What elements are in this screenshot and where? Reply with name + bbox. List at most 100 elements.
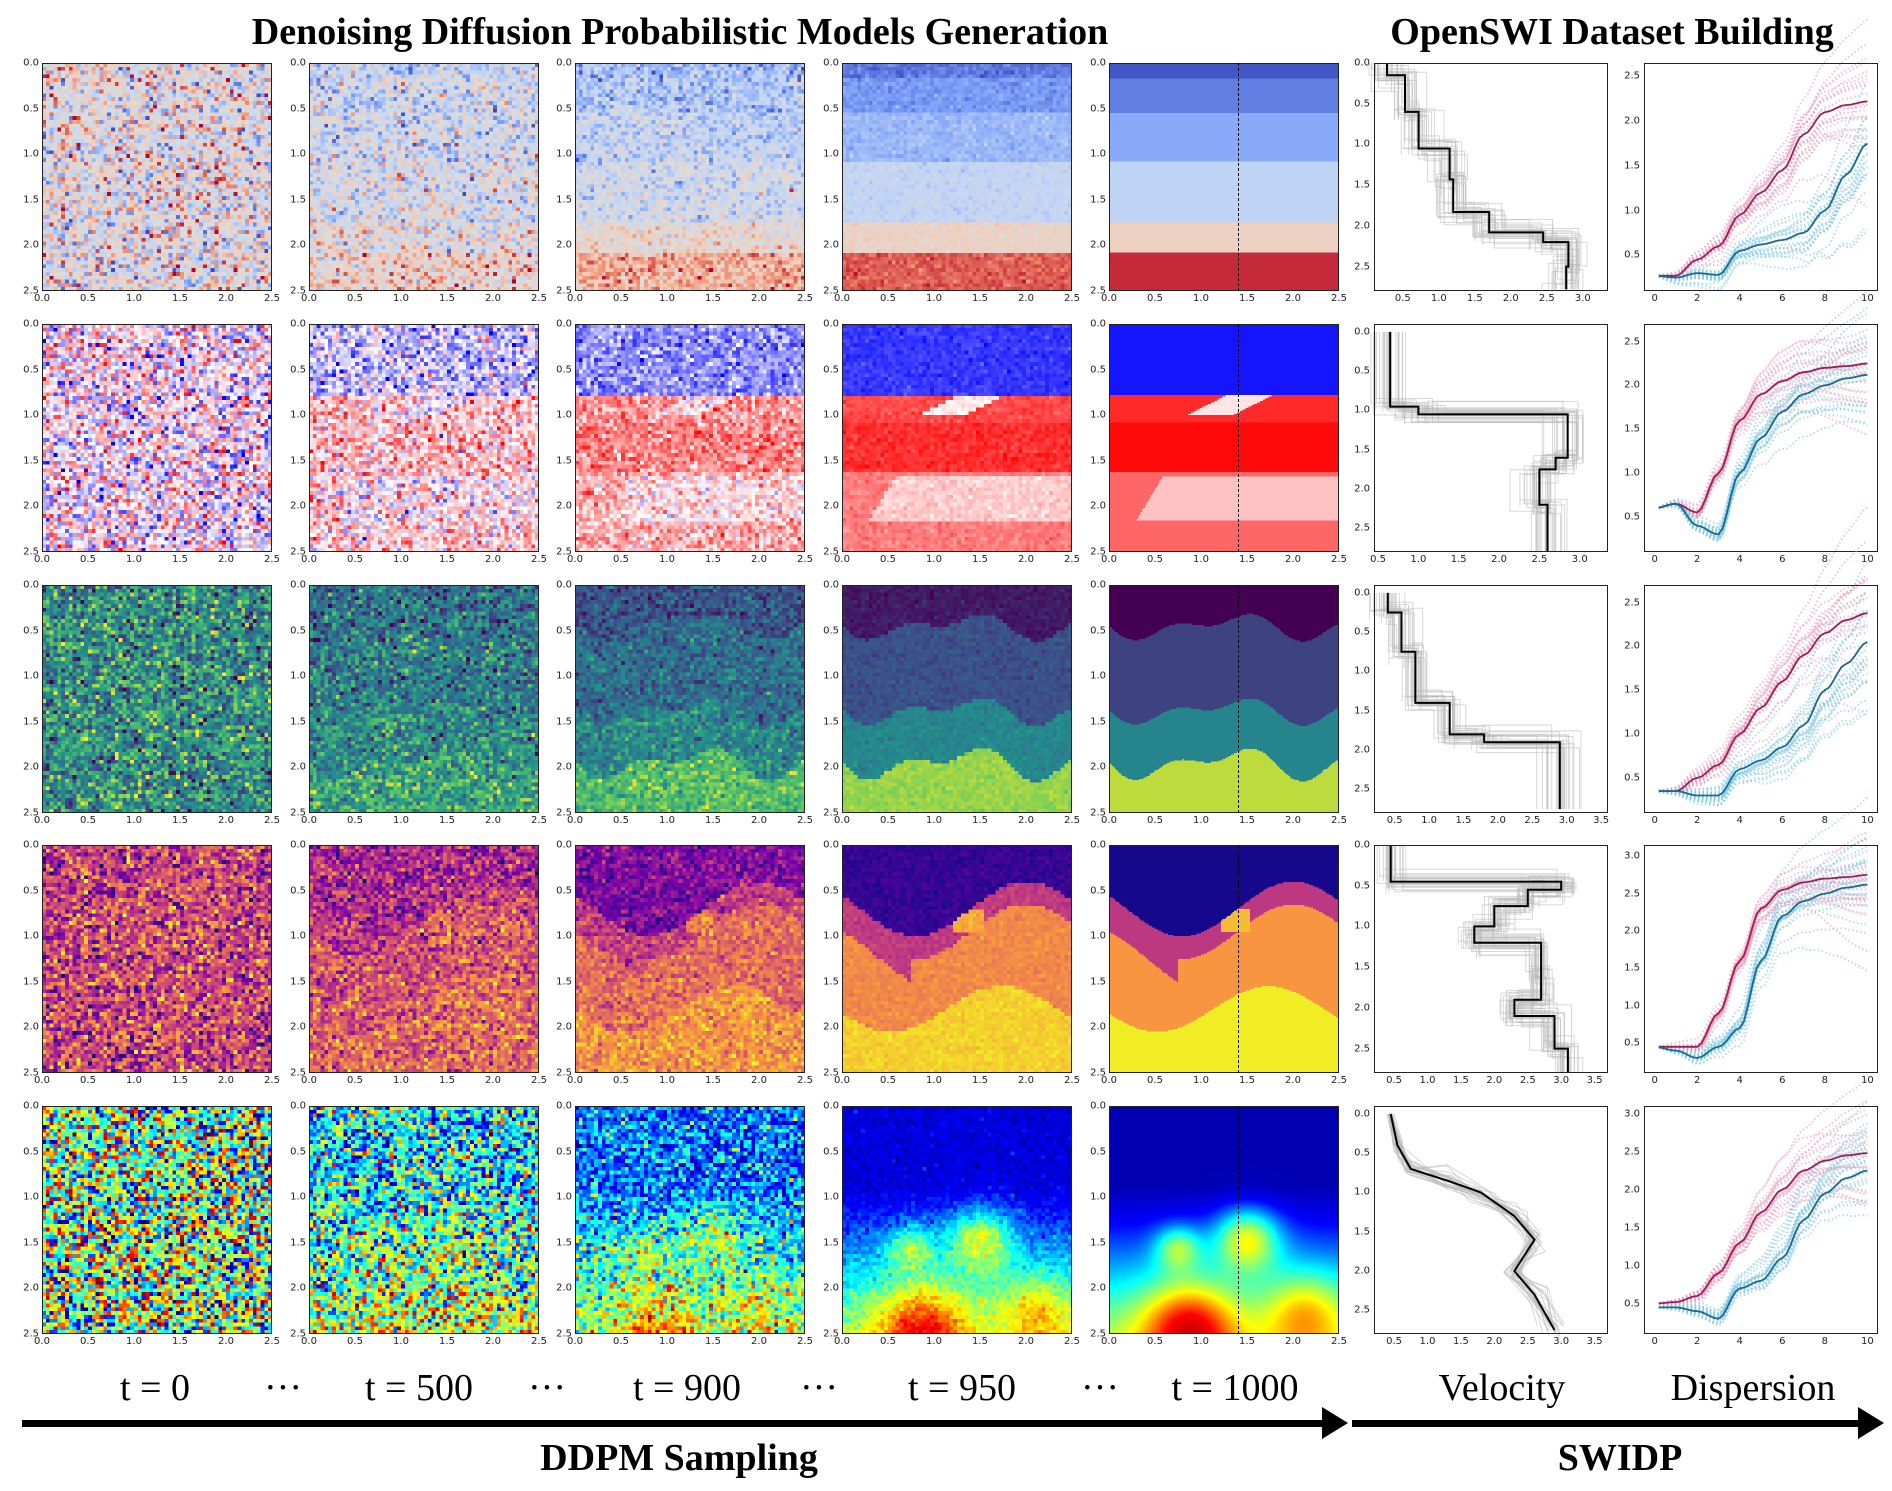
x-tick-label: 0.5 <box>613 815 629 826</box>
heatmap-frame <box>842 845 1072 1073</box>
perturbed-velocity-profile <box>1383 592 1561 810</box>
x-tick-label: 0.5 <box>80 293 96 304</box>
y-tick-label: 2.0 <box>1090 239 1106 251</box>
x-tick-label: 0.5 <box>880 554 896 565</box>
velocity-frame <box>1374 1106 1608 1334</box>
heatmap-row4-t3: 0.0 0.0 0.5 0.5 1.0 1.0 1.5 1.5 2.0 2.0 2.5 2.5 <box>823 840 1080 1087</box>
heatmap-frame <box>42 1106 272 1334</box>
y-tick-label: 1.0 <box>1354 665 1370 677</box>
blue-dispersion-sample <box>1658 845 1868 1057</box>
y-tick-label: 1.0 <box>23 409 39 421</box>
x-tick-label: 0.5 <box>1394 293 1411 304</box>
x-tick-label: 10 <box>1860 554 1874 565</box>
y-tick-label: 0.5 <box>1624 1037 1640 1049</box>
x-tick-label: 2.0 <box>218 293 234 304</box>
x-tick-label: 3.5 <box>1586 1336 1603 1347</box>
swidp-label: SWIDP <box>1557 1437 1683 1479</box>
blue-dispersion-sample <box>1658 623 1868 796</box>
x-tick-label: 1.0 <box>659 293 675 304</box>
y-tick-label: 1.5 <box>23 716 39 728</box>
reference-velocity-profile <box>1386 63 1570 290</box>
x-tick-label: 2.0 <box>1285 1075 1301 1086</box>
x-tick-label: 0.0 <box>834 293 850 304</box>
perturbed-velocity-profile <box>1402 845 1563 1073</box>
dispersion-column-label: Dispersion <box>1670 1367 1836 1409</box>
blue-dispersion-sample <box>1658 1167 1868 1318</box>
pink-dispersion-sample <box>1658 625 1868 793</box>
velocity-frame <box>1374 324 1608 552</box>
y-tick-label: 1.5 <box>823 194 839 206</box>
y-tick-label: 1.5 <box>23 976 39 988</box>
heatmap-row5-t3: 0.0 0.0 0.5 0.5 1.0 1.0 1.5 1.5 2.0 2.0 2.5 2.5 <box>823 1101 1080 1348</box>
y-tick-label: 1.0 <box>290 1191 306 1203</box>
blue-dispersion-sample <box>1658 232 1868 292</box>
x-tick-label: 1.0 <box>126 815 142 826</box>
y-tick-label: 0.0 <box>23 579 39 591</box>
x-tick-label: 2.0 <box>485 1075 501 1086</box>
y-tick-label: 1.0 <box>23 930 39 942</box>
perturbed-velocity-profile <box>1371 63 1564 290</box>
heatmap-row3-t2: 0.0 0.0 0.5 0.5 1.0 1.0 1.5 1.5 2.0 2.0 2.5 2.5 <box>556 580 813 827</box>
y-tick-label: 1.0 <box>823 409 839 421</box>
perturbed-velocity-profile <box>1386 845 1579 1073</box>
heatmap-frame <box>42 63 272 291</box>
x-tick-label: 0.0 <box>1101 1075 1117 1086</box>
y-tick-label: 0.0 <box>1090 57 1106 69</box>
x-tick-label: 2.5 <box>531 1336 547 1347</box>
x-tick-label: 0.5 <box>613 1336 629 1347</box>
perturbed-velocity-profile <box>1389 1113 1556 1326</box>
velocity-plot-row3: 0.0 0.5 1.0 1.5 2.0 2.5 0.5 1.0 1.5 2.0 2.5 3.0 3.5 <box>1354 585 1609 826</box>
heatmap-row3-t3: 0.0 0.0 0.5 0.5 1.0 1.0 1.5 1.5 2.0 2.0 2.5 2.5 <box>823 580 1080 827</box>
x-tick-label: 1.5 <box>439 1336 455 1347</box>
pink-dispersion-sample <box>1658 60 1868 277</box>
y-tick-label: 1.0 <box>1090 409 1106 421</box>
y-tick-label: 0.5 <box>1090 364 1106 376</box>
y-tick-label: 1.5 <box>1354 179 1370 191</box>
x-tick-label: 0.0 <box>34 1075 50 1086</box>
y-tick-label: 1.5 <box>1624 160 1640 172</box>
y-tick-label: 0.5 <box>23 625 39 637</box>
dispersion-svg <box>1658 796 1869 1066</box>
y-tick-label: 1.5 <box>23 455 39 467</box>
heatmap-row4-t1: 0.0 0.0 0.5 0.5 1.0 1.0 1.5 1.5 2.0 2.0 2.5 2.5 <box>290 840 547 1087</box>
y-tick-label: 1.0 <box>1354 404 1370 416</box>
blue-dispersion-sample <box>1658 408 1868 541</box>
x-tick-label: 1.0 <box>659 815 675 826</box>
x-tick-label: 1.5 <box>705 1336 721 1347</box>
y-tick-label: 0.5 <box>290 1146 306 1158</box>
blue-dispersion-reference-curve <box>1658 374 1868 536</box>
x-tick-label: 0.5 <box>1147 1336 1163 1347</box>
y-tick-label: 0.5 <box>1090 885 1106 897</box>
x-tick-label: 1.0 <box>1193 293 1209 304</box>
y-tick-label: 1.5 <box>290 455 306 467</box>
y-tick-label: 2.0 <box>290 1282 306 1294</box>
blue-dispersion-sample <box>1658 1154 1868 1318</box>
blue-dispersion-sample <box>1658 610 1869 796</box>
y-tick-label: 0.0 <box>823 318 839 330</box>
swidp-arrow-shaft <box>1352 1420 1866 1427</box>
y-tick-label: 2.5 <box>1354 261 1370 273</box>
x-tick-label: 0.5 <box>613 554 629 565</box>
y-tick-label: 1.5 <box>823 716 839 728</box>
perturbed-velocity-profile <box>1389 1113 1538 1327</box>
y-tick-label: 2.5 <box>556 1328 572 1340</box>
pink-dispersion-sample <box>1658 353 1868 519</box>
heatmap-frame <box>309 63 539 291</box>
y-tick-label: 1.5 <box>1354 705 1370 717</box>
blue-dispersion-sample <box>1658 141 1869 280</box>
x-tick-label: 6 <box>1779 1336 1786 1347</box>
pink-dispersion-sample <box>1658 656 1868 796</box>
y-tick-label: 0.5 <box>1624 772 1640 784</box>
x-tick-label: 0.5 <box>347 1336 363 1347</box>
heatmap-image <box>42 1106 272 1334</box>
y-tick-label: 2.0 <box>290 239 306 251</box>
y-tick-label: 0.5 <box>556 625 572 637</box>
y-tick-label: 1.5 <box>290 1237 306 1249</box>
y-tick-label: 0.0 <box>823 57 839 69</box>
y-tick-label: 0.5 <box>23 103 39 115</box>
y-tick-label: 1.0 <box>1624 467 1640 479</box>
velocity-frame <box>1374 63 1608 291</box>
x-tick-label: 1.5 <box>1239 1336 1255 1347</box>
y-tick-label: 1.5 <box>23 194 39 206</box>
y-tick-label: 0.5 <box>556 1146 572 1158</box>
